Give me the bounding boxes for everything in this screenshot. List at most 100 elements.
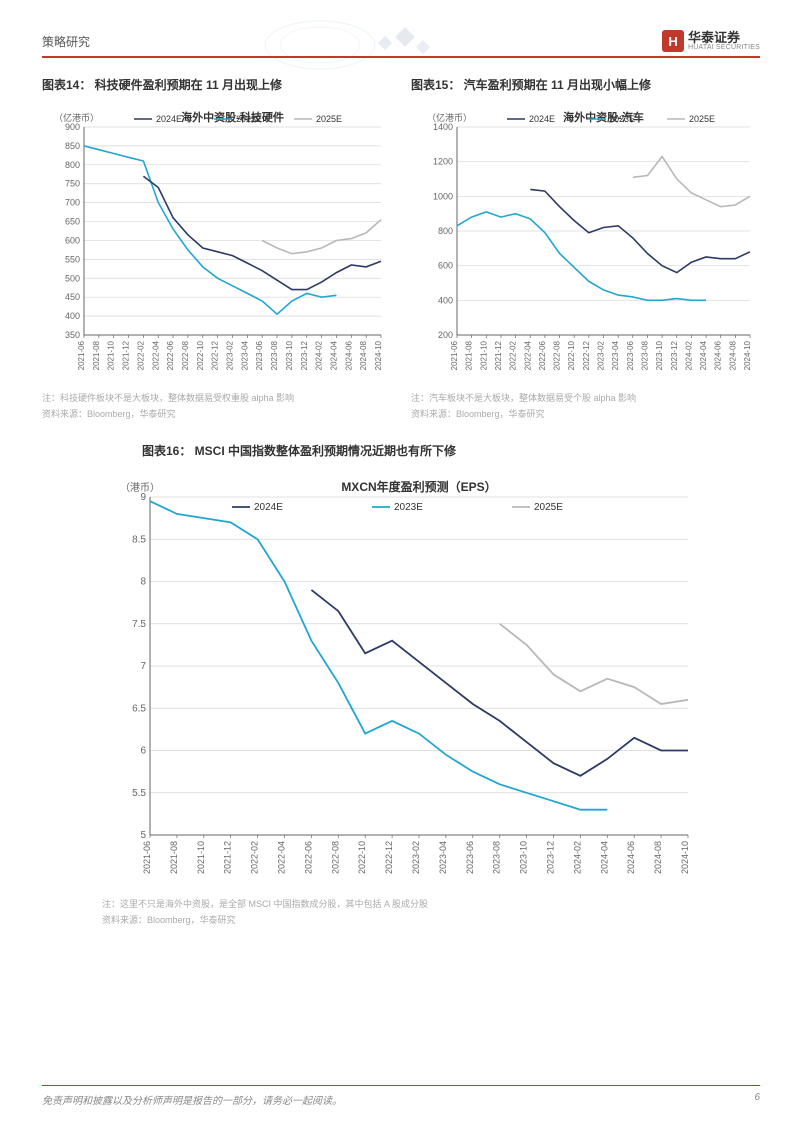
svg-text:2021-06: 2021-06 — [77, 340, 86, 370]
svg-text:2024E: 2024E — [254, 502, 283, 513]
svg-text:2023-08: 2023-08 — [270, 340, 279, 370]
svg-text:2023-08: 2023-08 — [492, 841, 502, 874]
svg-text:2024E: 2024E — [156, 114, 182, 124]
svg-text:2023-06: 2023-06 — [465, 841, 475, 874]
chart-15-note1: 注：汽车板块不是大板块，整体数据易受个股 alpha 影响 — [411, 392, 760, 405]
svg-text:2022-12: 2022-12 — [582, 340, 591, 370]
svg-text:6.5: 6.5 — [132, 703, 146, 714]
svg-text:7.5: 7.5 — [132, 619, 146, 630]
svg-text:（港币）: （港币） — [120, 482, 160, 494]
svg-text:2024-04: 2024-04 — [329, 340, 338, 370]
svg-text:2023E: 2023E — [236, 114, 262, 124]
svg-text:8.5: 8.5 — [132, 534, 146, 545]
chart-14-note1: 注：科技硬件板块不是大板块，整体数据易受权重股 alpha 影响 — [42, 392, 391, 405]
chart-16-block: 图表16： MSCI 中国指数整体盈利预期情况近期也有所下修 55.566.57… — [42, 442, 760, 926]
svg-text:2024-08: 2024-08 — [359, 340, 368, 370]
svg-text:2023-12: 2023-12 — [300, 340, 309, 370]
svg-text:2022-04: 2022-04 — [277, 841, 287, 874]
chart-16-note1: 注：这里不只是海外中资股，是全部 MSCI 中国指数成分股，其中包括 A 股成分… — [102, 898, 760, 911]
svg-text:2024-06: 2024-06 — [626, 841, 636, 874]
chart-16-title: 图表16： MSCI 中国指数整体盈利预期情况近期也有所下修 — [142, 442, 760, 459]
svg-text:2023-12: 2023-12 — [546, 841, 556, 874]
svg-text:2022-10: 2022-10 — [357, 841, 367, 874]
logo-cn: 华泰证券 — [688, 31, 760, 44]
svg-text:2022-10: 2022-10 — [196, 340, 205, 370]
svg-text:2024-04: 2024-04 — [699, 340, 708, 370]
svg-text:5: 5 — [140, 830, 146, 841]
svg-text:2023-10: 2023-10 — [285, 340, 294, 370]
svg-text:900: 900 — [65, 122, 80, 132]
svg-text:7: 7 — [140, 661, 146, 672]
chart-16-svg: 55.566.577.588.59（港币）MXCN年度盈利预测（EPS）2021… — [102, 465, 702, 895]
svg-text:2022-02: 2022-02 — [250, 841, 260, 874]
svg-text:700: 700 — [65, 198, 80, 208]
svg-text:450: 450 — [65, 292, 80, 302]
svg-text:2025E: 2025E — [689, 114, 715, 124]
svg-text:2024-02: 2024-02 — [684, 340, 693, 370]
svg-text:2023E: 2023E — [394, 502, 423, 513]
svg-text:2021-08: 2021-08 — [465, 340, 474, 370]
svg-text:2025E: 2025E — [534, 502, 563, 513]
footer-disclaimer: 免责声明和披露以及分析师声明是报告的一部分，请务必一起阅读。 — [42, 1092, 342, 1107]
svg-text:2024-10: 2024-10 — [374, 340, 383, 370]
chart-15-title: 图表15： 汽车盈利预期在 11 月出现小幅上修 — [411, 76, 760, 93]
section-label: 策略研究 — [42, 33, 90, 50]
svg-text:200: 200 — [438, 330, 453, 340]
svg-text:2021-12: 2021-12 — [122, 340, 131, 370]
svg-text:8: 8 — [140, 577, 146, 588]
svg-text:2021-12: 2021-12 — [223, 841, 233, 874]
svg-text:400: 400 — [65, 311, 80, 321]
svg-text:400: 400 — [438, 295, 453, 305]
svg-text:750: 750 — [65, 179, 80, 189]
svg-text:2022-04: 2022-04 — [523, 340, 532, 370]
svg-text:2024-04: 2024-04 — [599, 841, 609, 874]
svg-text:2022-12: 2022-12 — [384, 841, 394, 874]
svg-text:2023-04: 2023-04 — [240, 340, 249, 370]
svg-text:5.5: 5.5 — [132, 788, 146, 799]
logo-icon: H — [662, 30, 684, 52]
svg-text:600: 600 — [438, 261, 453, 271]
svg-text:1000: 1000 — [433, 191, 453, 201]
svg-text:2022-02: 2022-02 — [136, 340, 145, 370]
svg-text:海外中资股-科技硬件: 海外中资股-科技硬件 — [181, 110, 284, 124]
svg-text:2023-10: 2023-10 — [655, 340, 664, 370]
svg-text:2023-08: 2023-08 — [640, 340, 649, 370]
svg-text:550: 550 — [65, 254, 80, 264]
svg-text:（亿港币）: （亿港币） — [427, 112, 472, 123]
page-number: 6 — [754, 1092, 760, 1107]
svg-text:2023-04: 2023-04 — [438, 841, 448, 874]
chart-15-note2: 资料来源：Bloomberg，华泰研究 — [411, 408, 760, 421]
svg-text:2024-08: 2024-08 — [728, 340, 737, 370]
svg-text:850: 850 — [65, 141, 80, 151]
chart-14-svg: 350400450500550600650700750800850900（亿港币… — [42, 99, 391, 389]
chart-16-note2: 资料来源：Bloomberg，华泰研究 — [102, 914, 760, 927]
svg-text:2022-06: 2022-06 — [166, 340, 175, 370]
svg-text:2021-06: 2021-06 — [142, 841, 152, 874]
svg-text:2021-08: 2021-08 — [92, 340, 101, 370]
svg-text:2021-10: 2021-10 — [479, 340, 488, 370]
chart-15-block: 图表15： 汽车盈利预期在 11 月出现小幅上修 200400600800100… — [411, 76, 760, 420]
svg-text:500: 500 — [65, 273, 80, 283]
svg-text:2023-06: 2023-06 — [255, 340, 264, 370]
svg-text:2022-10: 2022-10 — [567, 340, 576, 370]
logo-en: HUATAI SECURITIES — [688, 44, 760, 51]
page-footer: 免责声明和披露以及分析师声明是报告的一部分，请务必一起阅读。 6 — [42, 1085, 760, 1107]
chart-14-title: 图表14： 科技硬件盈利预期在 11 月出现上修 — [42, 76, 391, 93]
svg-text:2023-06: 2023-06 — [626, 340, 635, 370]
svg-text:650: 650 — [65, 217, 80, 227]
svg-text:2023-04: 2023-04 — [611, 340, 620, 370]
svg-text:1200: 1200 — [433, 157, 453, 167]
chart-14-block: 图表14： 科技硬件盈利预期在 11 月出现上修 350400450500550… — [42, 76, 391, 420]
svg-text:MXCN年度盈利预测（EPS）: MXCN年度盈利预测（EPS） — [341, 479, 496, 494]
svg-text:2021-06: 2021-06 — [450, 340, 459, 370]
svg-text:2024-10: 2024-10 — [680, 841, 690, 874]
svg-text:2023-12: 2023-12 — [670, 340, 679, 370]
svg-text:2021-10: 2021-10 — [107, 340, 116, 370]
svg-text:2022-02: 2022-02 — [509, 340, 518, 370]
svg-text:2022-08: 2022-08 — [181, 340, 190, 370]
svg-text:1400: 1400 — [433, 122, 453, 132]
svg-text:2021-08: 2021-08 — [169, 841, 179, 874]
svg-text:800: 800 — [65, 160, 80, 170]
chart-15-svg: 200400600800100012001400（亿港币）海外中资股-汽车202… — [411, 99, 760, 389]
svg-text:600: 600 — [65, 235, 80, 245]
